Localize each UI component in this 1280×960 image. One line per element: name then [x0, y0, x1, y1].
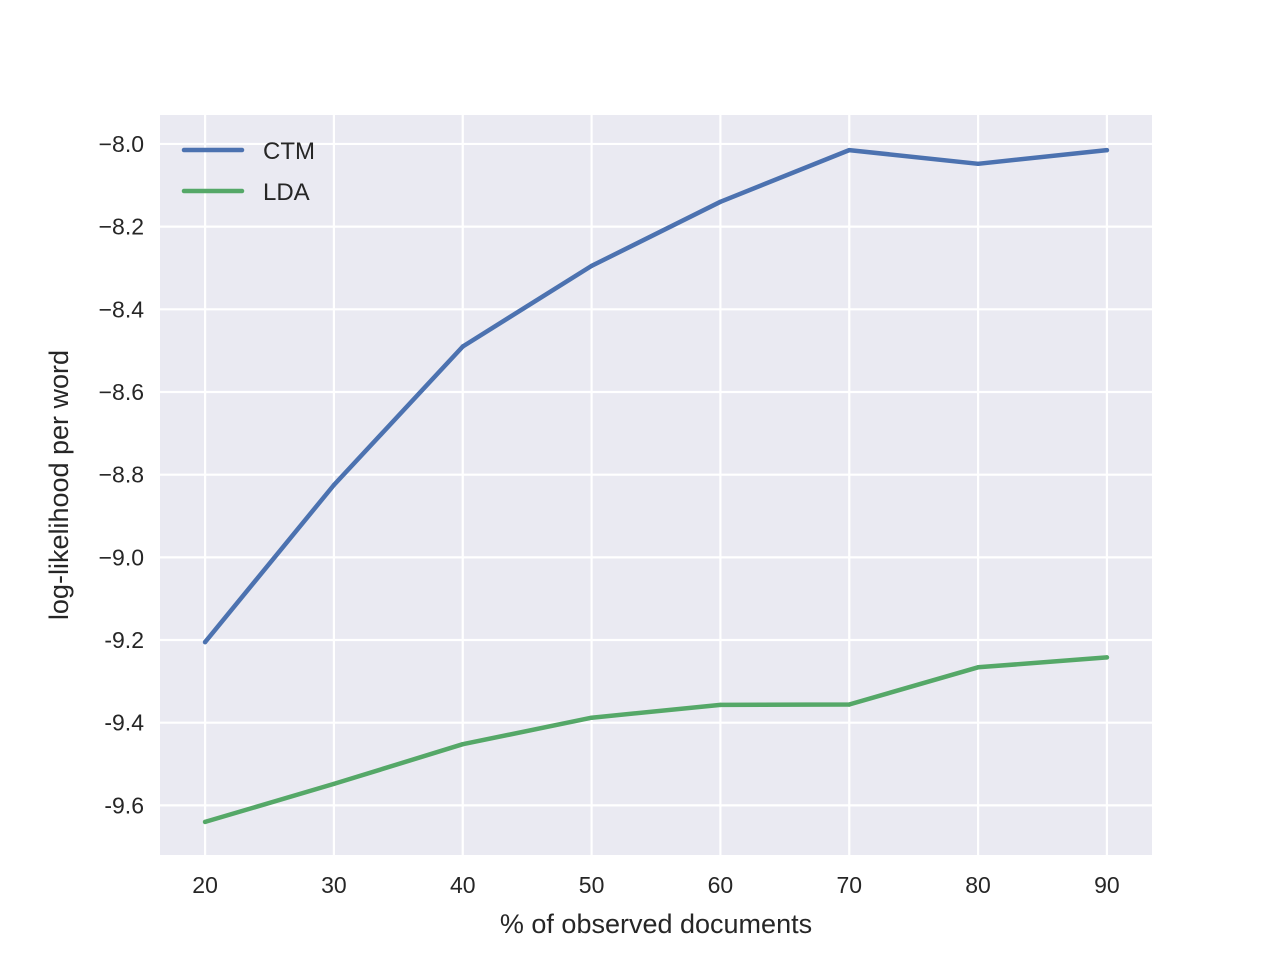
data-point-lda [331, 781, 337, 787]
legend-label-lda: LDA [263, 179, 310, 206]
grid-lines [160, 115, 1152, 855]
data-point-ctm [847, 147, 852, 153]
legend: CTM LDA [181, 138, 315, 206]
y-tick-label: −8.4 [99, 296, 145, 322]
y-tick-label: −8.8 [99, 462, 144, 488]
x-tick-label: 70 [836, 872, 862, 898]
x-tick-label: 40 [450, 872, 476, 898]
y-tick-label: −8.0 [99, 131, 144, 157]
x-tick-label: 60 [708, 872, 734, 898]
data-point-ctm [975, 161, 981, 166]
x-tick-label: 90 [1094, 872, 1120, 898]
data-point-lda [718, 702, 723, 708]
x-axis-label: % of observed documents [500, 909, 812, 939]
x-tick-label: 30 [321, 872, 347, 898]
y-tick-label: -9.6 [104, 792, 144, 818]
data-point-lda [202, 819, 208, 825]
y-tick-label: -9.4 [104, 710, 144, 736]
data-point-ctm [202, 639, 208, 645]
y-tick-label: −9.0 [99, 544, 144, 570]
data-point-ctm [589, 263, 594, 269]
data-point-ctm [331, 482, 337, 488]
data-point-ctm [718, 199, 723, 205]
data-point-lda [1104, 655, 1110, 660]
series-lines [202, 147, 1110, 825]
y-tick-label: −8.2 [99, 214, 144, 240]
x-tick-label: 50 [579, 872, 605, 898]
data-point-lda [589, 715, 594, 720]
y-axis-ticks: −8.0 −8.2 −8.4 −8.6 −8.8 −9.0 -9.2 -9.4 -9.6 [99, 131, 145, 818]
data-point-lda [460, 742, 465, 747]
series-line-lda [202, 655, 1110, 825]
x-tick-label: 20 [192, 872, 218, 898]
data-point-ctm [460, 344, 465, 349]
x-axis-ticks: 20 30 40 50 60 70 80 90 [192, 872, 1119, 898]
y-tick-label: -9.2 [104, 627, 144, 653]
data-point-ctm [1104, 147, 1110, 153]
y-tick-label: −8.6 [99, 379, 144, 405]
y-axis-label: log-likelihood per word [44, 350, 74, 620]
data-point-lda [847, 702, 852, 707]
legend-label-ctm: CTM [263, 138, 315, 165]
series-line-ctm [202, 147, 1110, 645]
plot-area [160, 115, 1152, 855]
data-point-lda [975, 665, 981, 670]
x-tick-label: 80 [965, 872, 991, 898]
